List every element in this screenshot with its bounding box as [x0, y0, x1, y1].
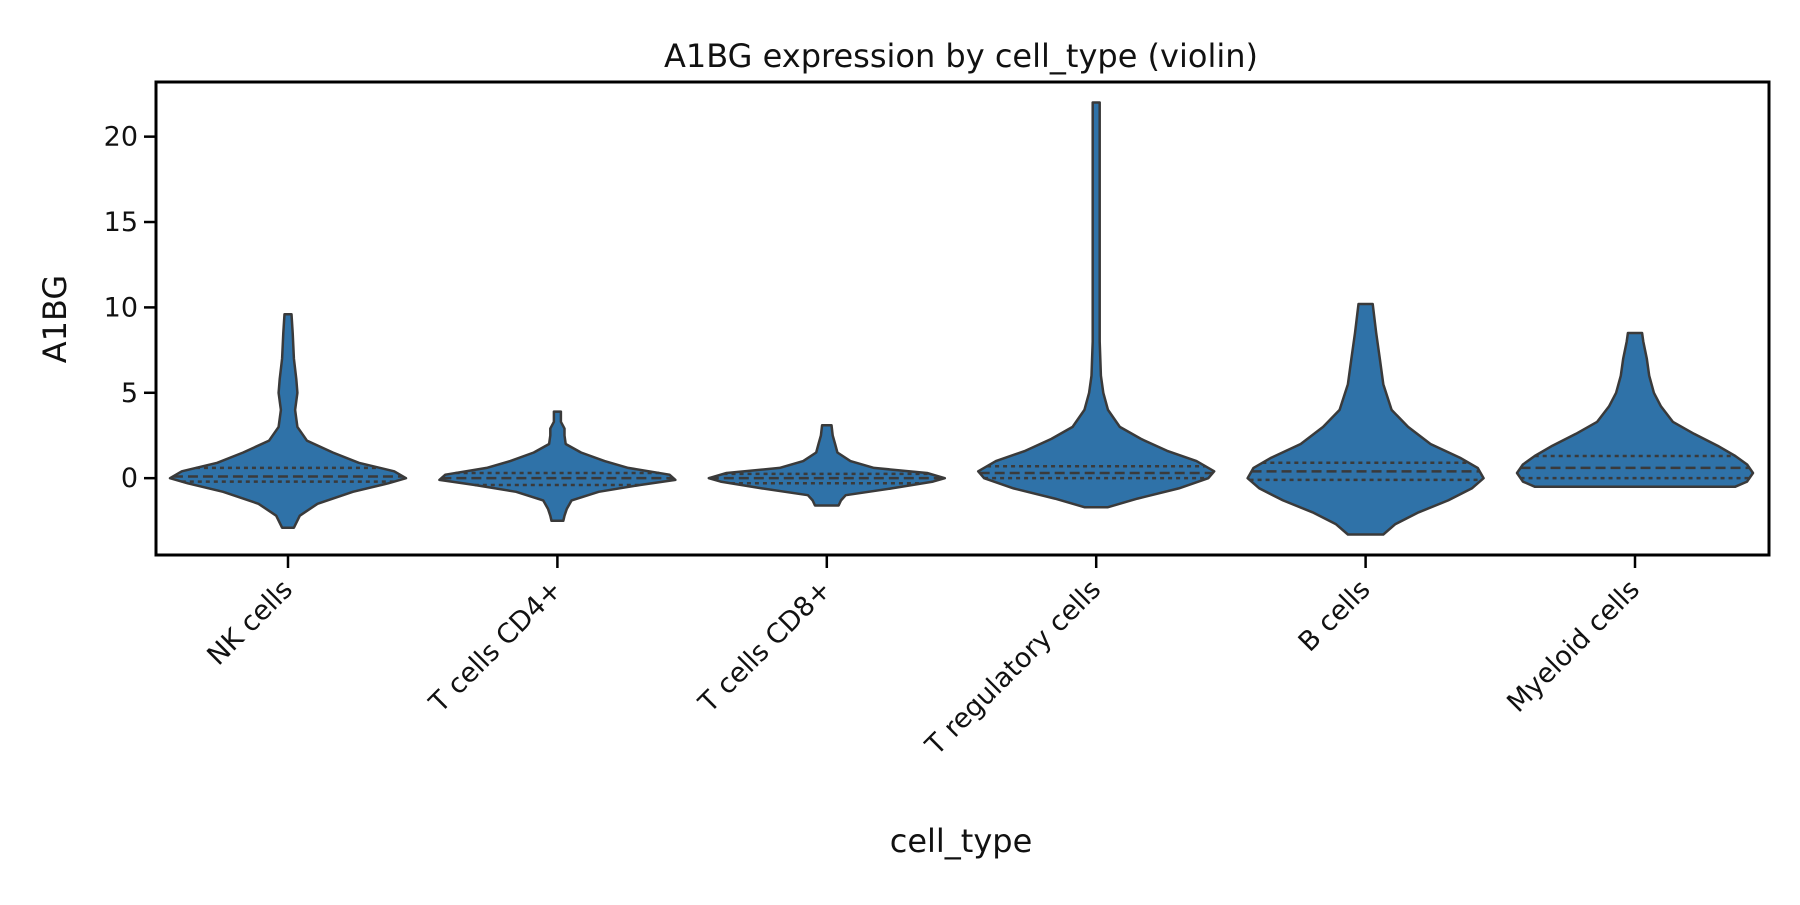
violins-layer	[168, 101, 1755, 536]
violin-t-cells-cd4-	[438, 410, 677, 523]
y-tick-label: 20	[104, 122, 138, 153]
x-tick-label: B cells	[1293, 574, 1377, 658]
violin-myeloid-cells	[1515, 331, 1755, 488]
axes-layer	[154, 80, 1771, 557]
violin-nk-cells	[168, 312, 408, 529]
x-tick-label: Myeloid cells	[1501, 574, 1646, 719]
x-tick-label: T cells CD4+	[423, 574, 568, 719]
x-tick-label: NK cells	[201, 574, 299, 672]
y-axis-ticks: 0 5 10 15 20	[104, 122, 156, 494]
y-tick-label: 0	[121, 463, 138, 494]
violin-t-regulatory-cells	[976, 101, 1216, 509]
y-axis-title: A1BG	[36, 275, 74, 363]
chart-title: A1BG expression by cell_type (violin)	[664, 37, 1258, 75]
x-tick-label: T regulatory cells	[919, 574, 1107, 762]
x-axis-ticks: NK cells T cells CD4+ T cells CD8+ T regula…	[201, 555, 1646, 762]
x-axis-title: cell_type	[890, 822, 1033, 860]
plot-frame	[154, 80, 1771, 557]
violin-b-cells	[1246, 302, 1485, 536]
violin-t-cells-cd8-	[707, 423, 947, 507]
x-tick-label: T cells CD8+	[692, 574, 837, 719]
y-tick-label: 15	[104, 207, 138, 238]
y-tick-label: 5	[121, 378, 138, 409]
y-tick-label: 10	[104, 292, 138, 323]
